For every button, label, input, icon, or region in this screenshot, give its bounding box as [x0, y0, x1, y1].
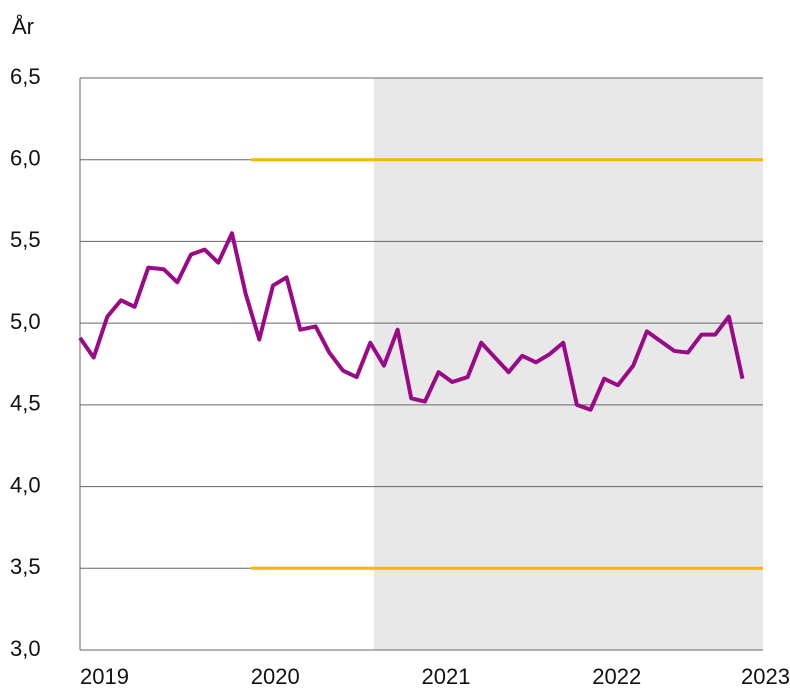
y-tick-label: 3,0	[10, 636, 41, 661]
y-tick-label: 5,5	[10, 227, 41, 252]
y-tick-label: 4,5	[10, 391, 41, 416]
x-tick-label: 2019	[80, 664, 129, 689]
y-tick-label: 5,0	[10, 309, 41, 334]
y-tick-label: 4,0	[10, 472, 41, 497]
x-tick-label: 2021	[422, 664, 471, 689]
y-axis-label: År	[12, 14, 34, 39]
data-line	[78, 231, 745, 412]
y-tick-label: 3,5	[10, 554, 41, 579]
x-tick-label: 2023	[741, 664, 790, 689]
y-tick-label: 6,0	[10, 146, 41, 171]
x-tick-label: 2022	[592, 664, 641, 689]
x-tick-label: 2020	[251, 664, 300, 689]
y-tick-label: 6,5	[10, 64, 41, 89]
